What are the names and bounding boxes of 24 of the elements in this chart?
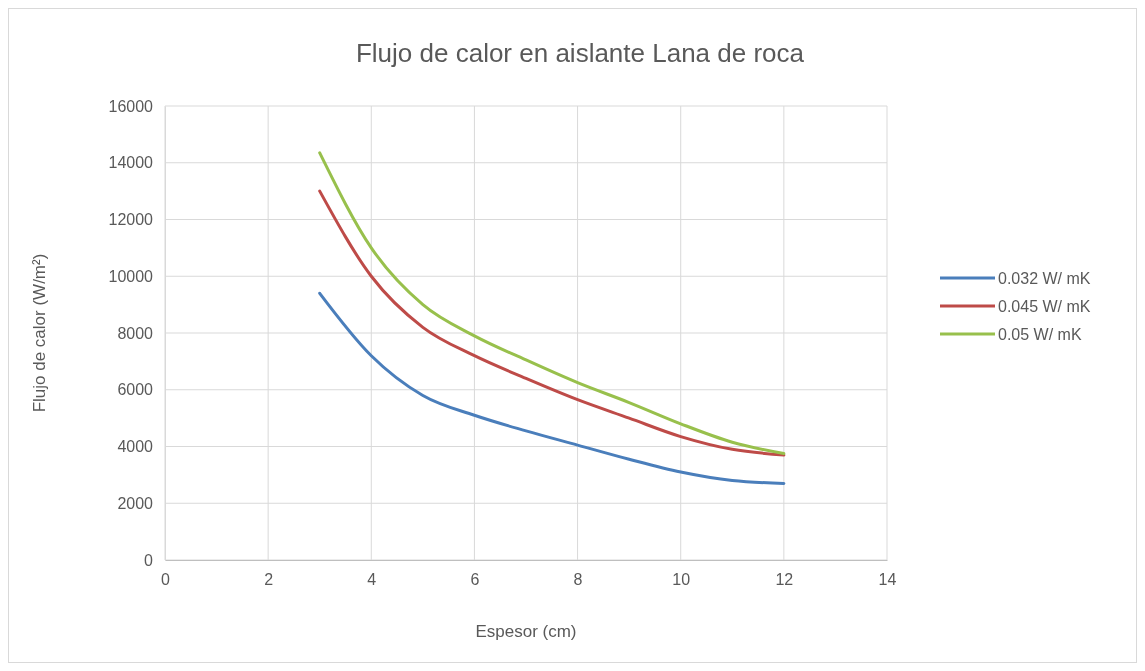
y-tick-label: 4000 xyxy=(117,438,154,456)
y-tick-label: 16000 xyxy=(108,97,154,115)
x-tick-label: 14 xyxy=(878,571,897,589)
x-tick-label: 0 xyxy=(161,571,171,589)
x-tick-label: 12 xyxy=(775,571,794,589)
y-tick-label: 14000 xyxy=(108,154,154,172)
y-tick-label: 8000 xyxy=(117,324,154,342)
y-tick-label: 10000 xyxy=(108,267,154,285)
y-tick-label: 12000 xyxy=(108,211,154,229)
x-tick-label: 2 xyxy=(264,571,274,589)
chart-title: Flujo de calor en aislante Lana de roca xyxy=(355,38,805,68)
legend-label: 0.032 W/ mK xyxy=(998,270,1091,287)
x-tick-label: 4 xyxy=(367,571,377,589)
line-series xyxy=(318,291,786,485)
y-tick-label: 6000 xyxy=(117,381,154,399)
x-tick-label: 10 xyxy=(672,571,691,589)
legend-label: 0.05 W/ mK xyxy=(998,326,1082,343)
y-tick-label: 2000 xyxy=(117,494,154,512)
y-axis-title: Flujo de calor (W/m²) xyxy=(30,253,49,413)
y-tick-label: 0 xyxy=(144,551,154,569)
legend-label: 0.045 W/ mK xyxy=(998,298,1091,315)
x-tick-label: 8 xyxy=(573,571,583,589)
x-tick-label: 6 xyxy=(470,571,480,589)
x-axis-title: Espesor (cm) xyxy=(475,622,577,641)
